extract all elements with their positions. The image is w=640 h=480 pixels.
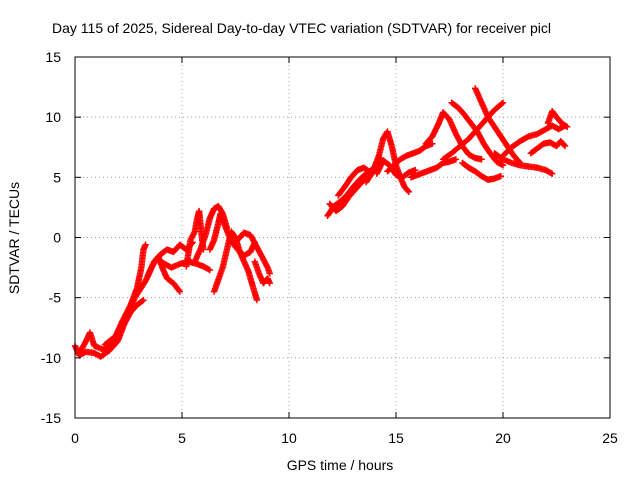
data-point (478, 156, 485, 163)
x-tick-label: 20 (495, 430, 511, 446)
data-point (205, 266, 212, 273)
data-point (561, 141, 568, 149)
data-point (140, 296, 147, 304)
data-point (175, 287, 183, 294)
x-tick-label: 25 (602, 430, 618, 446)
data-point (263, 262, 271, 270)
x-axis-label: GPS time / hours (287, 457, 394, 473)
y-tick-label: -10 (41, 350, 61, 366)
data-point (561, 142, 569, 150)
data-point (405, 188, 413, 195)
data-point (266, 270, 273, 277)
data-point (176, 288, 184, 295)
y-tick-label: 5 (53, 169, 61, 185)
data-point (499, 99, 507, 106)
axis-ticks (74, 56, 611, 419)
series-SDTVAR (71, 203, 273, 360)
data-point (253, 296, 261, 304)
data-series (71, 85, 571, 360)
y-tick-label: 0 (53, 230, 61, 246)
data-point (404, 187, 412, 195)
data-point (190, 229, 198, 237)
data-point (142, 241, 149, 248)
y-axis-label: SDTVAR / TECUs (6, 182, 22, 294)
y-tick-label: -5 (49, 290, 62, 306)
y-tick-label: 15 (45, 49, 61, 65)
data-point (139, 297, 146, 305)
data-point (564, 123, 571, 130)
data-point (429, 140, 436, 147)
x-tick-label: 10 (281, 430, 297, 446)
series-SDTVAR-2 (324, 85, 571, 220)
data-point (547, 169, 555, 177)
grid-lines (75, 57, 610, 418)
data-point (452, 156, 460, 163)
x-tick-label: 15 (388, 430, 404, 446)
chart-title: Day 115 of 2025, Sidereal Day-to-day VTE… (52, 20, 551, 36)
y-tick-labels: -15 -10 -5 0 5 10 15 (41, 49, 61, 426)
data-point (549, 170, 556, 177)
data-point (266, 280, 273, 287)
data-point (206, 266, 214, 274)
x-tick-label: 0 (71, 430, 79, 446)
y-tick-label: 10 (45, 109, 61, 125)
x-tick-label: 5 (178, 430, 186, 446)
data-point (498, 161, 505, 168)
data-point (497, 172, 505, 180)
data-point (412, 166, 419, 174)
x-tick-labels: 0 5 10 15 20 25 (71, 430, 618, 446)
data-point (498, 100, 505, 107)
y-tick-label: -15 (41, 410, 61, 426)
data-point (499, 162, 507, 169)
